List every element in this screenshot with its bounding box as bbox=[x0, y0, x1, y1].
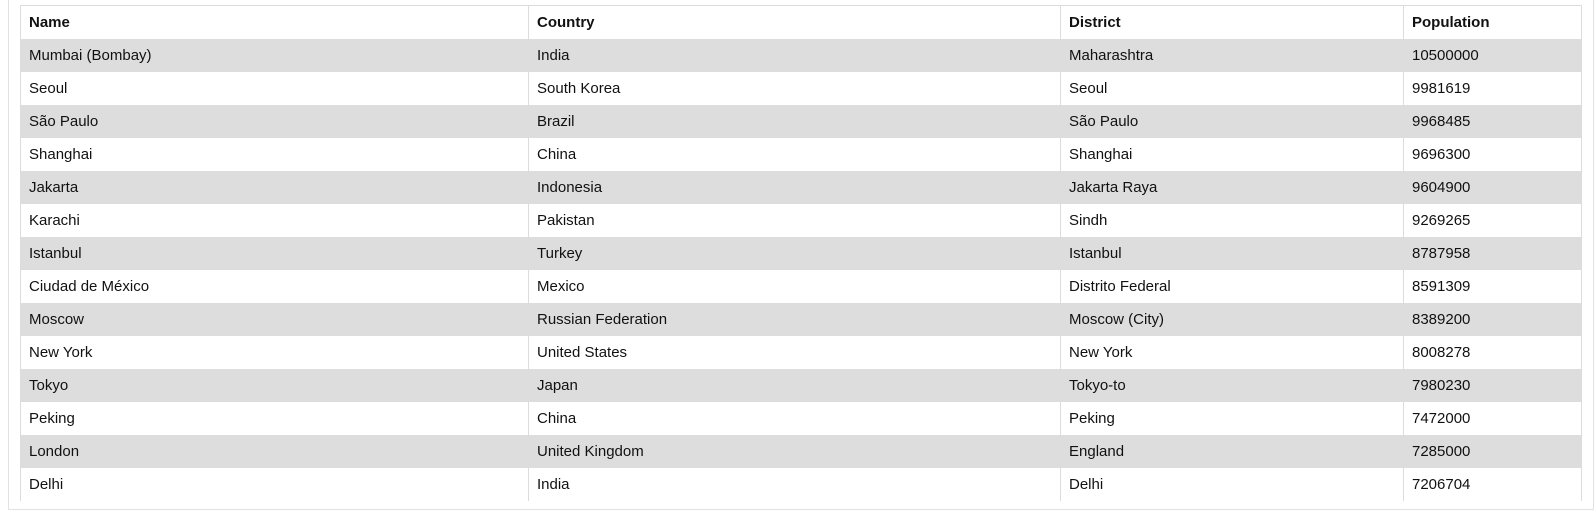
cell-population: 8591309 bbox=[1403, 269, 1582, 303]
cell-name: Seoul bbox=[20, 71, 529, 105]
cell-country: Japan bbox=[528, 368, 1061, 402]
cell-country: Mexico bbox=[528, 269, 1061, 303]
cell-name: Ciudad de México bbox=[20, 269, 529, 303]
cell-name: New York bbox=[20, 335, 529, 369]
cell-country: India bbox=[528, 38, 1061, 72]
cell-country: Brazil bbox=[528, 104, 1061, 138]
cell-district: Tokyo-to bbox=[1060, 368, 1404, 402]
cell-district: Seoul bbox=[1060, 71, 1404, 105]
column-header-population[interactable]: Population bbox=[1403, 5, 1582, 39]
cell-population: 7206704 bbox=[1403, 467, 1582, 501]
table-row[interactable]: Delhi India Delhi 7206704 bbox=[20, 467, 1582, 501]
header-row: Name Country District Population bbox=[20, 5, 1582, 39]
cell-name: São Paulo bbox=[20, 104, 529, 138]
cell-district: Maharashtra bbox=[1060, 38, 1404, 72]
cell-district: Sindh bbox=[1060, 203, 1404, 237]
content-frame bbox=[8, 0, 1594, 510]
cell-population: 9604900 bbox=[1403, 170, 1582, 204]
table-row[interactable]: Seoul South Korea Seoul 9981619 bbox=[20, 71, 1582, 105]
cell-population: 8389200 bbox=[1403, 302, 1582, 336]
column-header-name[interactable]: Name bbox=[20, 5, 529, 39]
cell-district: São Paulo bbox=[1060, 104, 1404, 138]
cell-district: England bbox=[1060, 434, 1404, 468]
table-row[interactable]: São Paulo Brazil São Paulo 9968485 bbox=[20, 104, 1582, 138]
cell-population: 7285000 bbox=[1403, 434, 1582, 468]
table-row[interactable]: Shanghai China Shanghai 9696300 bbox=[20, 137, 1582, 171]
cell-name: Moscow bbox=[20, 302, 529, 336]
cell-country: India bbox=[528, 467, 1061, 501]
cell-district: Istanbul bbox=[1060, 236, 1404, 270]
cell-population: 10500000 bbox=[1403, 38, 1582, 72]
cell-country: South Korea bbox=[528, 71, 1061, 105]
cell-population: 8008278 bbox=[1403, 335, 1582, 369]
cell-country: Turkey bbox=[528, 236, 1061, 270]
cell-name: Shanghai bbox=[20, 137, 529, 171]
cell-district: New York bbox=[1060, 335, 1404, 369]
cell-name: Mumbai (Bombay) bbox=[20, 38, 529, 72]
cell-name: Istanbul bbox=[20, 236, 529, 270]
cell-country: Pakistan bbox=[528, 203, 1061, 237]
cell-district: Jakarta Raya bbox=[1060, 170, 1404, 204]
cell-district: Distrito Federal bbox=[1060, 269, 1404, 303]
city-population-table: Name Country District Population Mumbai … bbox=[20, 5, 1582, 501]
table-row[interactable]: Mumbai (Bombay) India Maharashtra 10500000 bbox=[20, 38, 1582, 72]
table-row[interactable]: Peking China Peking 7472000 bbox=[20, 401, 1582, 435]
cell-population: 9981619 bbox=[1403, 71, 1582, 105]
table-row[interactable]: Ciudad de México Mexico Distrito Federal 85… bbox=[20, 269, 1582, 303]
column-header-district[interactable]: District bbox=[1060, 5, 1404, 39]
cell-population: 7980230 bbox=[1403, 368, 1582, 402]
cell-district: Peking bbox=[1060, 401, 1404, 435]
cell-name: Tokyo bbox=[20, 368, 529, 402]
table-row[interactable]: London United Kingdom England 7285000 bbox=[20, 434, 1582, 468]
cell-district: Delhi bbox=[1060, 467, 1404, 501]
cell-country: Russian Federation bbox=[528, 302, 1061, 336]
cell-population: 8787958 bbox=[1403, 236, 1582, 270]
cell-country: United States bbox=[528, 335, 1061, 369]
table-row[interactable]: Tokyo Japan Tokyo-to 7980230 bbox=[20, 368, 1582, 402]
table-row[interactable]: New York United States New York 8008278 bbox=[20, 335, 1582, 369]
cell-population: 7472000 bbox=[1403, 401, 1582, 435]
cell-population: 9696300 bbox=[1403, 137, 1582, 171]
table-body: Mumbai (Bombay) India Maharashtra 10500000 S… bbox=[20, 38, 1582, 501]
cell-name: London bbox=[20, 434, 529, 468]
cell-population: 9968485 bbox=[1403, 104, 1582, 138]
cell-country: China bbox=[528, 137, 1061, 171]
cell-district: Moscow (City) bbox=[1060, 302, 1404, 336]
cell-name: Delhi bbox=[20, 467, 529, 501]
cell-country: China bbox=[528, 401, 1061, 435]
cell-name: Peking bbox=[20, 401, 529, 435]
table-header: Name Country District Population bbox=[20, 5, 1582, 39]
cell-district: Shanghai bbox=[1060, 137, 1404, 171]
cell-name: Karachi bbox=[20, 203, 529, 237]
cell-name: Jakarta bbox=[20, 170, 529, 204]
cell-country: United Kingdom bbox=[528, 434, 1061, 468]
table-row[interactable]: Jakarta Indonesia Jakarta Raya 9604900 bbox=[20, 170, 1582, 204]
column-header-country[interactable]: Country bbox=[528, 5, 1061, 39]
cell-population: 9269265 bbox=[1403, 203, 1582, 237]
table-row[interactable]: Karachi Pakistan Sindh 9269265 bbox=[20, 203, 1582, 237]
table-row[interactable]: Istanbul Turkey Istanbul 8787958 bbox=[20, 236, 1582, 270]
cell-country: Indonesia bbox=[528, 170, 1061, 204]
table-row[interactable]: Moscow Russian Federation Moscow (City) 838… bbox=[20, 302, 1582, 336]
